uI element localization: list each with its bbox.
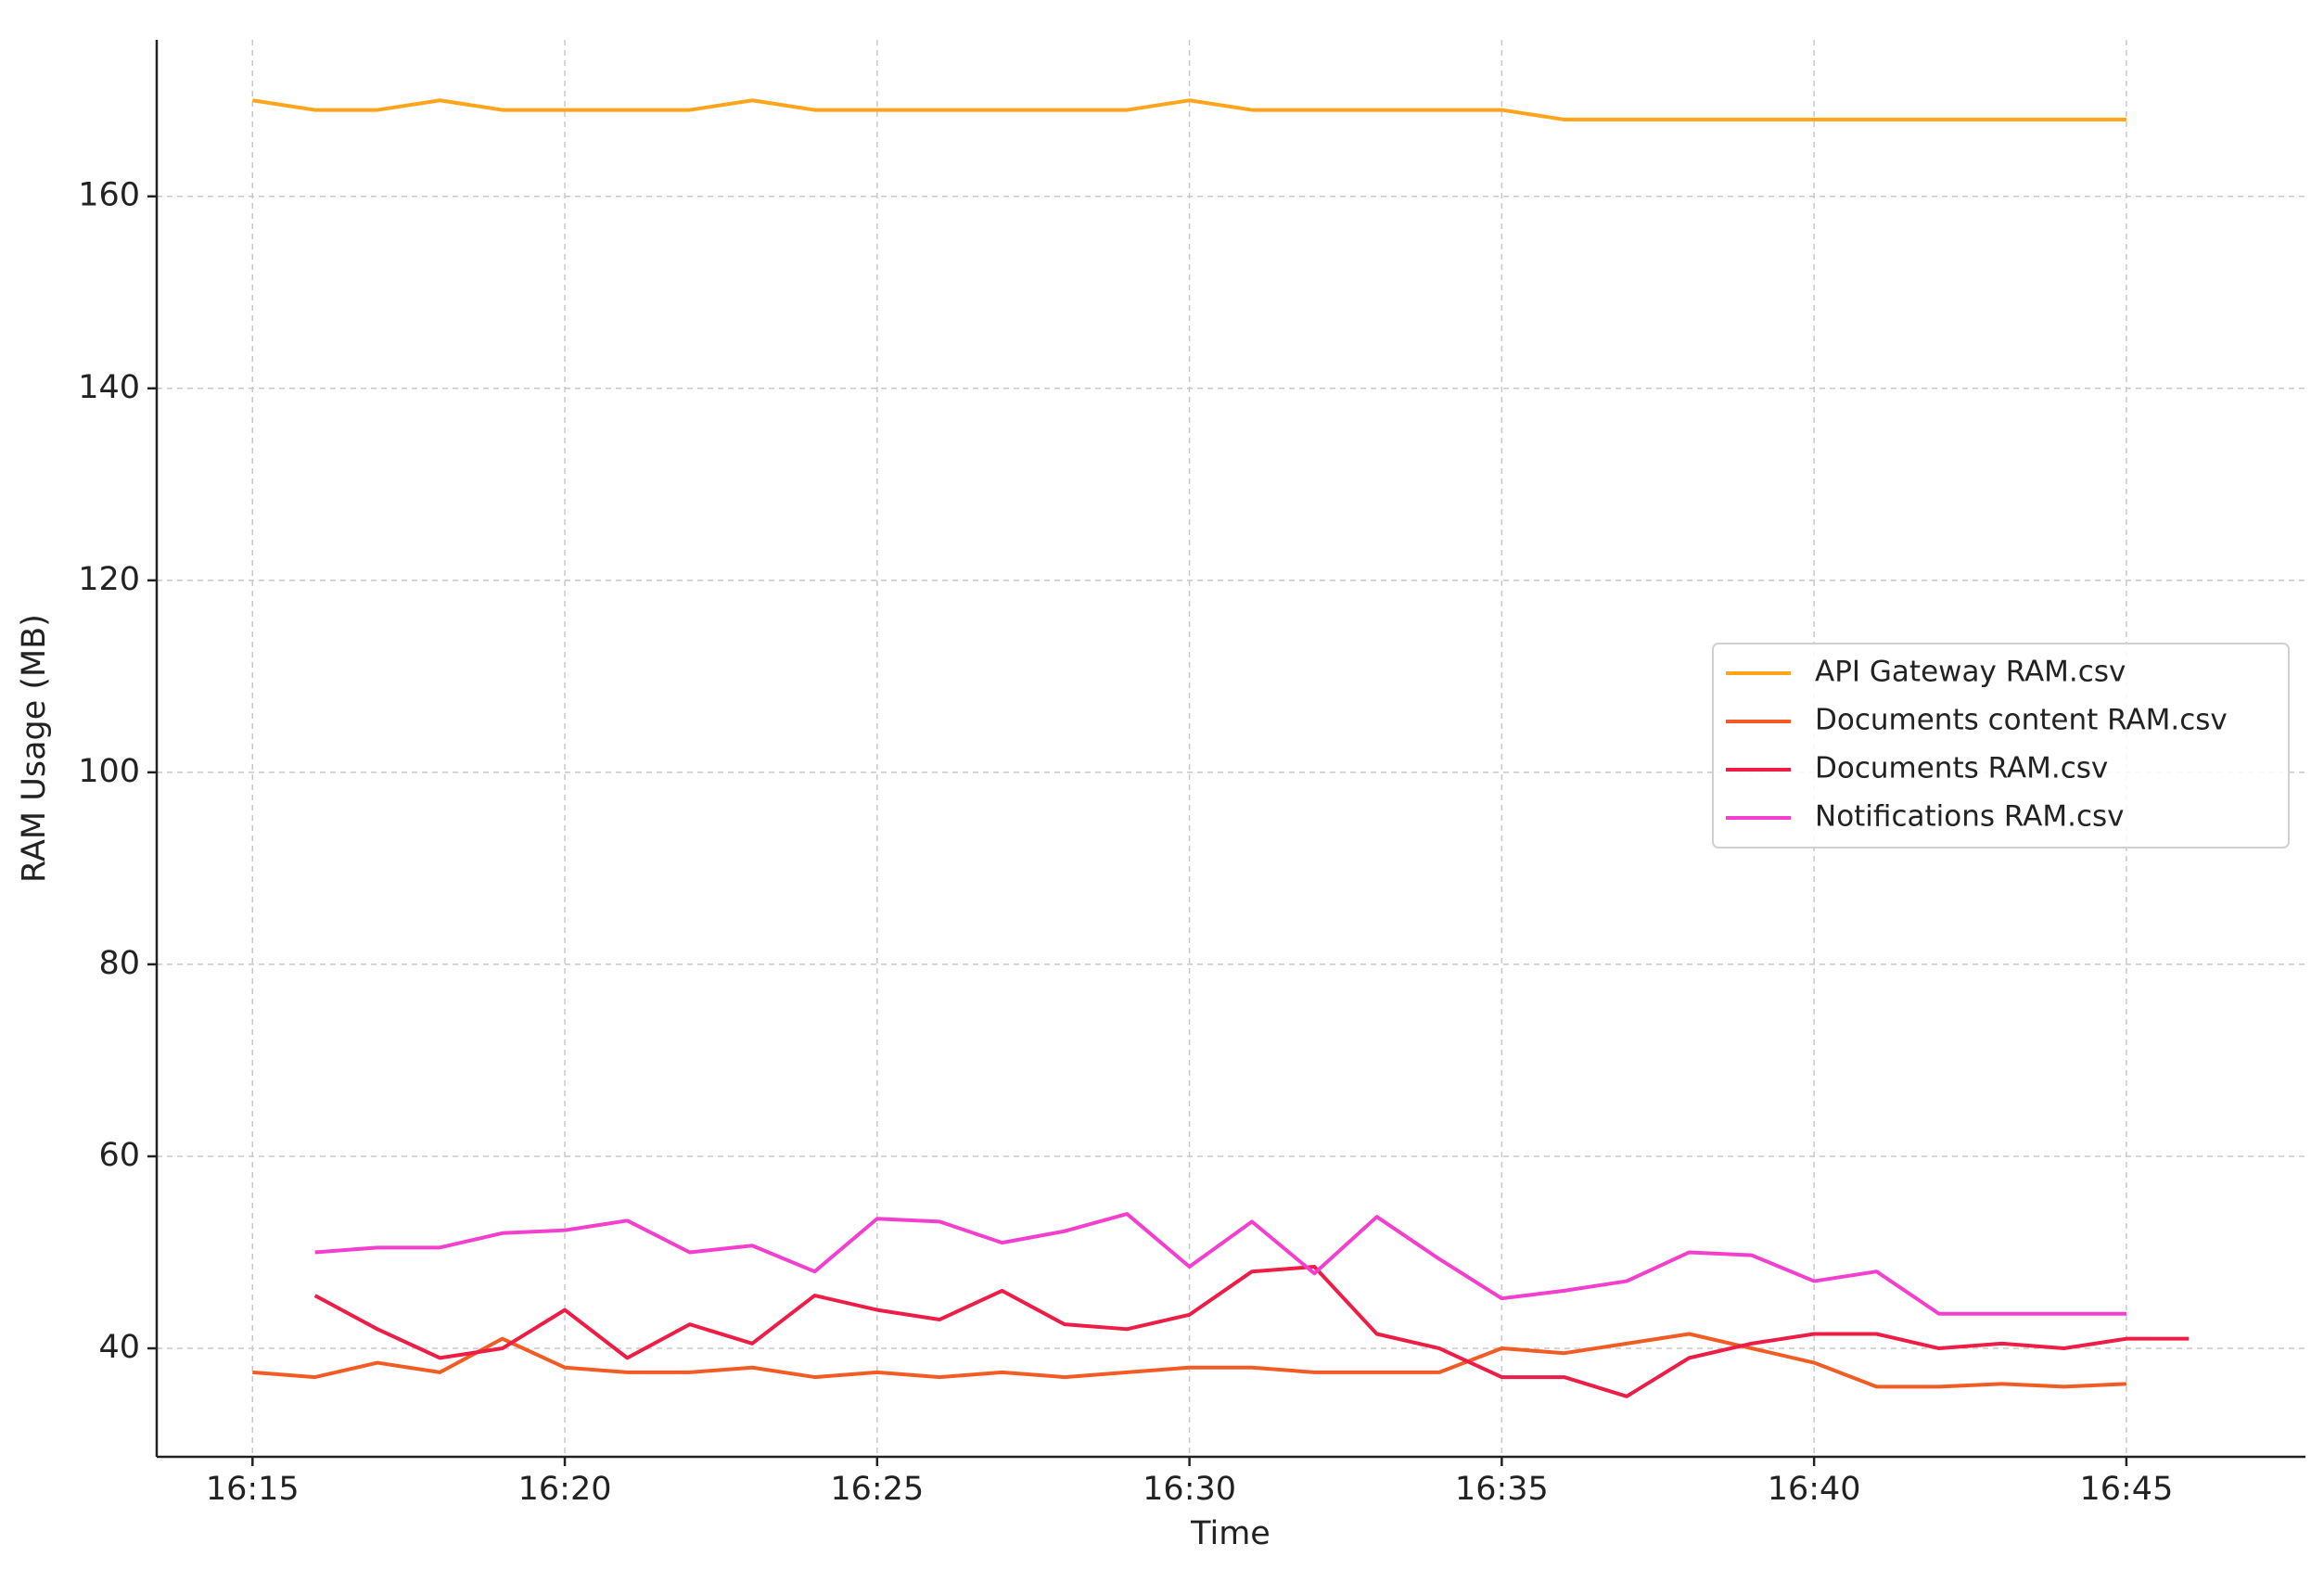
legend-box — [1712, 643, 2290, 848]
y-tick-label: 160 — [78, 177, 140, 214]
series-line — [251, 98, 2126, 121]
series-line — [252, 1332, 2127, 1389]
series-line — [314, 1212, 2126, 1316]
x-tick-label: 16:25 — [830, 1471, 924, 1508]
legend-label: Documents RAM.csv — [1815, 752, 2108, 785]
x-tick-label: 16:20 — [518, 1471, 612, 1508]
legend-label: Documents content RAM.csv — [1815, 704, 2228, 737]
series-line — [313, 1265, 2190, 1398]
x-tick-label: 16:15 — [206, 1471, 300, 1508]
legend: API Gateway RAM.csv Documents content RAM… — [1712, 643, 2290, 848]
legend-label: Notifications RAM.csv — [1815, 800, 2125, 834]
y-tick-label: 120 — [78, 561, 140, 598]
y-axis-label: RAM Usage (MB) — [16, 614, 53, 883]
y-tick-label: 80 — [98, 945, 140, 982]
x-tick-label: 16:45 — [2079, 1471, 2173, 1508]
x-tick-label: 16:30 — [1143, 1471, 1236, 1508]
y-tick-label: 140 — [78, 369, 140, 406]
y-tick-label: 40 — [98, 1329, 140, 1366]
x-tick-label: 16:35 — [1455, 1471, 1549, 1508]
y-tick-label: 60 — [98, 1137, 140, 1174]
legend-label: API Gateway RAM.csv — [1815, 656, 2126, 689]
x-axis-label: Time — [1190, 1515, 1271, 1552]
y-tick-label: 100 — [78, 753, 140, 790]
x-tick-label: 16:40 — [1768, 1471, 1861, 1508]
